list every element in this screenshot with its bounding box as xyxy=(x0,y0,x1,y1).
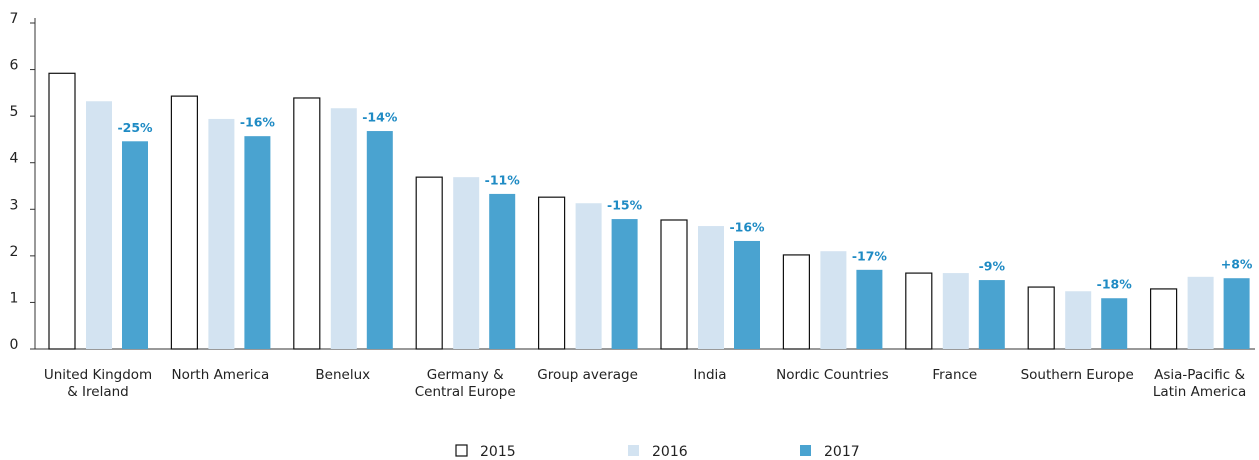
bar xyxy=(660,219,688,350)
x-tick-label: France xyxy=(932,367,978,383)
y-tick-label: 5 xyxy=(10,104,19,120)
legend-swatch xyxy=(455,444,468,457)
bar xyxy=(575,203,602,349)
y-tick-label: 1 xyxy=(10,290,19,306)
bar xyxy=(856,269,883,349)
annotation: +8% xyxy=(1221,257,1253,272)
annotation: -14% xyxy=(362,110,398,125)
y-tick-label: 3 xyxy=(10,197,19,213)
y-tick-label: 2 xyxy=(10,244,19,260)
annotation: -16% xyxy=(729,219,765,234)
annotation: -16% xyxy=(240,115,276,130)
annotation: -18% xyxy=(1097,277,1133,292)
bar xyxy=(820,251,847,349)
y-tick-label: 6 xyxy=(10,58,19,74)
bar xyxy=(415,176,443,350)
bar xyxy=(244,136,271,349)
bar xyxy=(48,72,76,350)
annotation: -15% xyxy=(607,198,643,213)
bar xyxy=(1149,288,1178,350)
bar xyxy=(1187,276,1214,349)
legend-label: 2015 xyxy=(480,444,516,460)
bar xyxy=(170,95,198,350)
bar xyxy=(698,226,724,349)
y-tick-label: 0 xyxy=(10,337,19,353)
x-tick-label: Group average xyxy=(537,367,638,383)
bar xyxy=(122,141,148,349)
x-tick-label: India xyxy=(693,367,727,383)
x-tick-label: Germany & Central Europe xyxy=(414,367,516,400)
bar xyxy=(86,101,112,350)
x-tick-label: Southern Europe xyxy=(1020,367,1134,383)
bar xyxy=(942,273,969,349)
y-tick-label: 7 xyxy=(10,11,19,27)
bar xyxy=(293,97,321,350)
bar xyxy=(453,177,480,349)
bar xyxy=(1101,298,1128,349)
bar xyxy=(489,193,516,349)
x-tick-label: Benelux xyxy=(315,367,371,383)
bar xyxy=(366,131,393,349)
legend-swatch xyxy=(628,445,639,456)
bar xyxy=(1065,291,1092,349)
bar xyxy=(330,108,357,350)
annotation: -17% xyxy=(852,248,888,263)
x-tick-label: Nordic Countries xyxy=(776,367,889,383)
bar xyxy=(1027,286,1055,350)
annotation: -25% xyxy=(117,120,153,135)
bar xyxy=(1223,278,1250,349)
bar xyxy=(734,240,760,349)
y-tick-label: 4 xyxy=(10,151,19,167)
bar xyxy=(208,118,235,350)
legend-label: 2017 xyxy=(824,444,860,460)
legend-label: 2016 xyxy=(652,444,688,460)
bar xyxy=(782,254,811,350)
bar xyxy=(611,219,638,349)
annotation: -9% xyxy=(979,259,1006,274)
x-tick-label: United Kingdom & Ireland xyxy=(43,367,153,400)
x-tick-label: Asia-Pacific & Latin America xyxy=(1152,367,1247,400)
annotation: -11% xyxy=(485,172,521,187)
x-tick-label: North America xyxy=(171,367,270,383)
bar xyxy=(978,280,1005,349)
bar xyxy=(905,272,933,350)
bar xyxy=(537,196,566,350)
legend-swatch xyxy=(800,445,811,456)
